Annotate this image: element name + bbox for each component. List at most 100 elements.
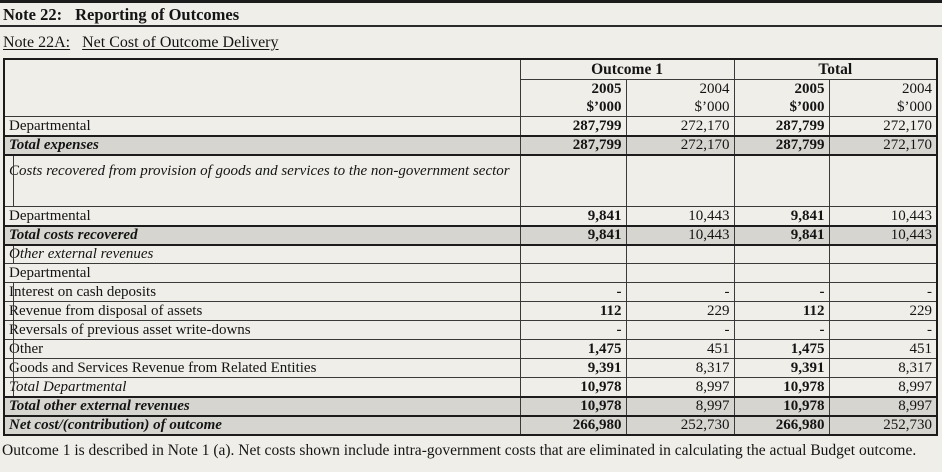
value-cell (519, 154, 627, 207)
value-cell: 112 (519, 301, 627, 321)
value-cell: - (828, 320, 938, 340)
value-cell: 451 (625, 339, 735, 359)
row-label: Goods and Services Revenue from Related … (3, 358, 521, 378)
table-row-4: Total costs recovered 9,841 10,443 9,841 10,… (3, 224, 938, 246)
note-22a-heading: Note 22A: Net Cost of Outcome Delivery (0, 27, 942, 55)
table-row-5: Other external revenues (3, 244, 938, 264)
row-label: Costs recovered from provision of goods … (3, 154, 521, 207)
note-22a-title: Net Cost of Outcome Delivery (82, 34, 279, 51)
table-row-0: Departmental 287,799 272,170 287,799 272,170 (3, 116, 938, 136)
row-label: Total other external revenues (3, 395, 521, 417)
footnote: Outcome 1 is described in Note 1 (a). Ne… (2, 441, 917, 459)
value-cell: - (519, 282, 627, 302)
value-cell: 8,997 (828, 377, 938, 397)
value-cell: 229 (625, 301, 735, 321)
note-22-title: Reporting of Outcomes (75, 5, 240, 24)
value-cell: 9,391 (733, 358, 830, 378)
row-label: Reversals of previous asset write-downs (3, 320, 521, 340)
value-cell: - (733, 282, 830, 302)
value-cell: 10,978 (519, 377, 627, 397)
year-header-3: 2004 $’000 (828, 79, 938, 117)
note-22-label: Note 22: (3, 5, 63, 24)
row-label: Interest on cash deposits (3, 282, 521, 302)
row-label: Other external revenues (3, 244, 521, 264)
header-empty-cell (3, 58, 521, 117)
table-row-3: Departmental 9,841 10,443 9,841 10,443 (3, 206, 938, 226)
value-cell: - (828, 282, 938, 302)
value-cell: 252,730 (625, 414, 735, 436)
value-cell: 1,475 (519, 339, 627, 359)
value-cell (519, 244, 627, 264)
value-cell (733, 154, 830, 207)
net-cost-of-outcome-table: Outcome 1 Total 2005 $’000 2004 $’000 2005 $’… (3, 58, 939, 436)
value-cell: 9,841 (519, 224, 627, 246)
value-cell: 10,978 (733, 395, 830, 417)
table-row-6: Departmental (3, 263, 938, 283)
row-label: Total costs recovered (3, 224, 521, 246)
value-cell: 272,170 (828, 116, 938, 136)
row-label: Departmental (3, 206, 521, 226)
value-cell: 10,443 (625, 206, 735, 226)
value-cell: 9,841 (519, 206, 627, 226)
row-label: Departmental (3, 263, 521, 283)
row-label: Revenue from disposal of assets (3, 301, 521, 321)
value-cell (625, 154, 735, 207)
column-group-outcome1: Outcome 1 (519, 58, 735, 80)
table-row-1: Total expenses 287,799 272,170 287,799 272,1… (3, 134, 938, 156)
column-group-total: Total (733, 58, 938, 80)
value-cell (828, 154, 938, 207)
value-cell: 287,799 (519, 134, 627, 156)
value-cell: 229 (828, 301, 938, 321)
value-cell: 112 (733, 301, 830, 321)
table-row-11: Goods and Services Revenue from Related … (3, 358, 938, 378)
year-header-1: 2004 $’000 (625, 79, 735, 117)
value-cell: 287,799 (733, 116, 830, 136)
value-cell: 8,997 (625, 377, 735, 397)
note-22a-underlined-text: Note 22A: Net Cost of Outcome Delivery (3, 34, 279, 51)
table-row-13: Total other external revenues 10,978 8,997… (3, 395, 938, 417)
value-cell (733, 263, 830, 283)
table-row-14: Net cost/(contribution) of outcome 266,98… (3, 414, 938, 436)
table-row-9: Reversals of previous asset write-downs -… (3, 320, 938, 340)
value-cell: 8,997 (625, 395, 735, 417)
value-cell: 8,317 (828, 358, 938, 378)
value-cell: 8,997 (828, 395, 938, 417)
value-cell: 10,978 (733, 377, 830, 397)
note-22a-label: Note 22A: (3, 34, 71, 51)
year-header-2: 2005 $’000 (733, 79, 830, 117)
column-group-row: Outcome 1 Total (3, 58, 938, 117)
value-cell: 266,980 (733, 414, 830, 436)
table-row-7: Interest on cash deposits - - - - (3, 282, 938, 302)
table-row-2: Costs recovered from provision of goods … (3, 154, 938, 207)
value-cell: 9,841 (733, 206, 830, 226)
value-cell: 287,799 (733, 134, 830, 156)
top-rule (0, 0, 942, 3)
value-cell: 287,799 (519, 116, 627, 136)
value-cell: 10,443 (828, 224, 938, 246)
value-cell (828, 263, 938, 283)
value-cell: 10,443 (828, 206, 938, 226)
value-cell: - (625, 282, 735, 302)
row-label: Other (3, 339, 521, 359)
table-row-12: Total Departmental 10,978 8,997 10,978 8,997 (3, 377, 938, 397)
value-cell: 272,170 (625, 116, 735, 136)
value-cell: 9,841 (733, 224, 830, 246)
value-cell: 252,730 (828, 414, 938, 436)
value-cell: - (625, 320, 735, 340)
table-row-8: Revenue from disposal of assets 112 229 112… (3, 301, 938, 321)
note-22-heading: Note 22: Reporting of Outcomes (0, 3, 942, 27)
row-label: Total expenses (3, 134, 521, 156)
value-cell (519, 263, 627, 283)
value-cell: 451 (828, 339, 938, 359)
value-cell: 9,391 (519, 358, 627, 378)
value-cell: 272,170 (828, 134, 938, 156)
value-cell: 266,980 (519, 414, 627, 436)
value-cell: 10,978 (519, 395, 627, 417)
value-cell: - (519, 320, 627, 340)
value-cell: 10,443 (625, 224, 735, 246)
value-cell: 1,475 (733, 339, 830, 359)
year-header-row: 2005 $’000 2004 $’000 2005 $’000 2004 $’000 (4, 79, 938, 117)
value-cell: 8,317 (625, 358, 735, 378)
value-cell (625, 244, 735, 264)
